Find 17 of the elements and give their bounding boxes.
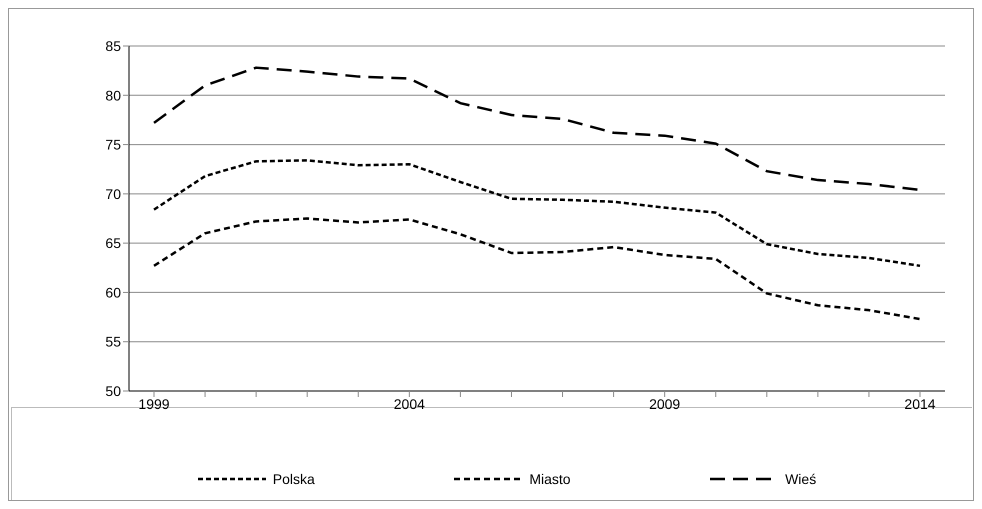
y-tick-label: 60 (105, 284, 122, 300)
y-tick-label: 85 (105, 38, 122, 54)
legend-label: Wieś (785, 471, 816, 487)
y-tick-label: 50 (105, 382, 122, 399)
y-tick-label: 70 (105, 186, 122, 202)
y-tick-label: 65 (105, 235, 122, 252)
legend-label: Polska (272, 471, 315, 487)
x-tick-label: 2004 (394, 396, 426, 412)
y-tick-label: 75 (105, 136, 122, 153)
x-tick-label: 2014 (904, 396, 936, 412)
line-series (152, 217, 922, 320)
y-tick-label: 80 (105, 87, 122, 104)
legend-label: Miasto (529, 471, 571, 487)
y-tick-label: 55 (105, 334, 122, 350)
x-tick-label: 2009 (649, 396, 680, 412)
x-tick-label: 1999 (138, 396, 170, 412)
line-series (152, 159, 922, 268)
